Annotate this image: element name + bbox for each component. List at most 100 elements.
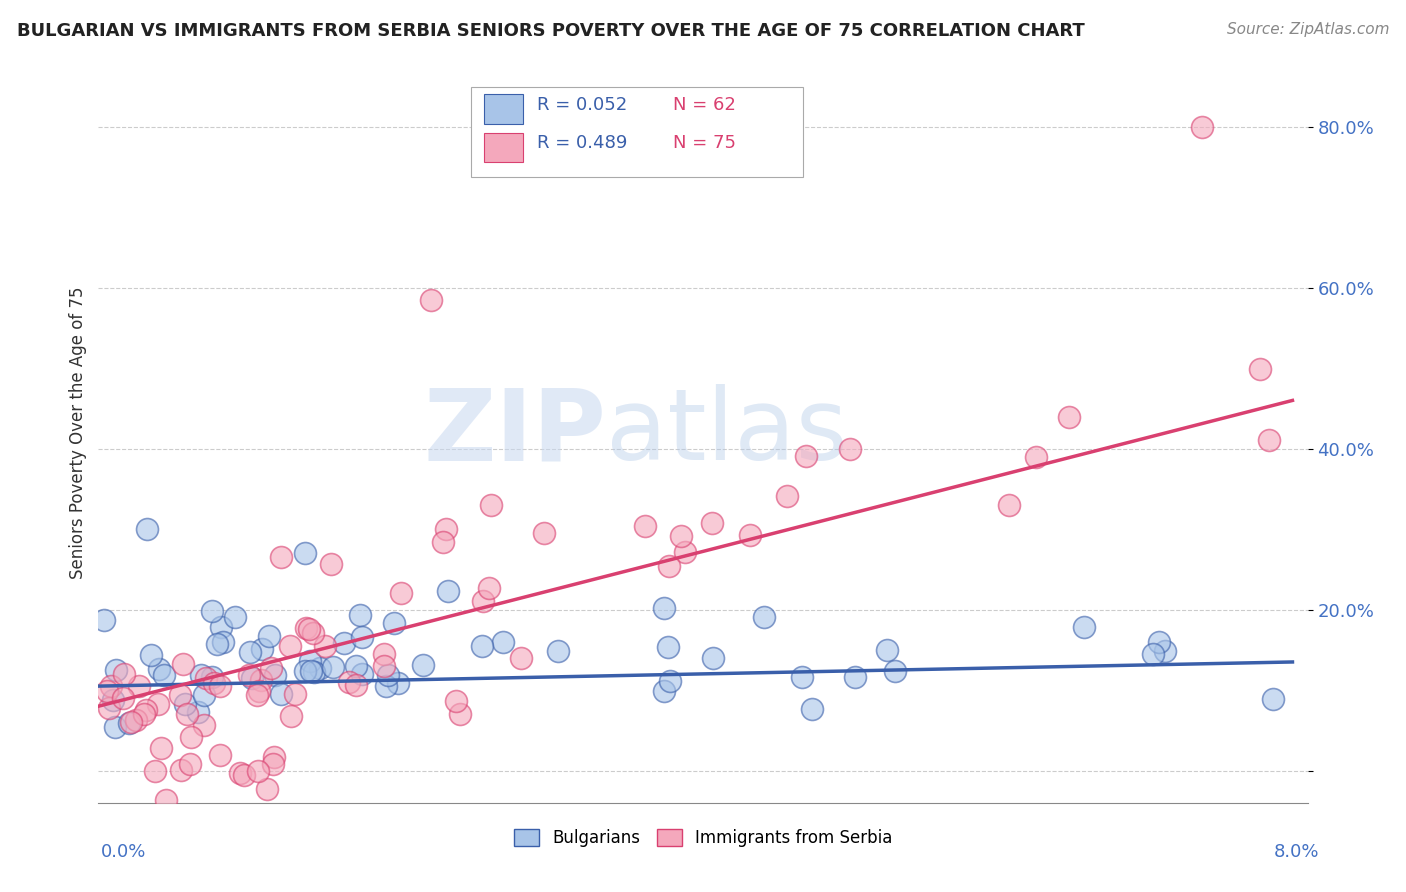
Point: [420, 293, 443, 307]
Point: [103, 692, 125, 706]
Point: [652, 683, 675, 698]
Point: [247, 764, 270, 778]
Point: [238, 667, 260, 681]
Point: [257, 629, 280, 643]
Point: [794, 449, 817, 463]
Point: [125, 713, 148, 727]
Point: [509, 651, 531, 665]
Point: [194, 671, 217, 685]
Point: [702, 650, 724, 665]
Point: [117, 716, 139, 731]
Point: [1249, 361, 1271, 376]
Point: [377, 668, 399, 682]
Point: [139, 648, 162, 662]
Point: [350, 630, 373, 644]
Point: [471, 640, 494, 654]
Point: [1025, 450, 1047, 464]
Point: [148, 662, 170, 676]
Point: [533, 526, 555, 541]
Point: [449, 706, 471, 721]
Point: [373, 647, 395, 661]
Point: [169, 688, 191, 702]
Point: [883, 664, 905, 678]
Point: [201, 670, 224, 684]
Point: [96, 684, 118, 698]
Point: [278, 639, 301, 653]
Point: [838, 442, 860, 456]
Point: [997, 498, 1019, 512]
Point: [658, 559, 681, 574]
Text: 0.0%: 0.0%: [101, 843, 146, 861]
Point: [233, 767, 256, 781]
Point: [702, 516, 724, 531]
Text: ZIP: ZIP: [423, 384, 606, 481]
Point: [301, 664, 323, 678]
Point: [183, 818, 205, 832]
Point: [302, 665, 325, 679]
Point: [1261, 692, 1284, 706]
Text: N = 75: N = 75: [672, 134, 735, 153]
Point: [738, 528, 761, 542]
Point: [155, 793, 177, 807]
Point: [135, 703, 157, 717]
Point: [314, 640, 336, 654]
Point: [1057, 410, 1080, 425]
Point: [209, 620, 232, 634]
Point: [98, 701, 121, 715]
Point: [187, 705, 209, 719]
Point: [547, 644, 569, 658]
Text: N = 62: N = 62: [672, 95, 735, 113]
Point: [176, 706, 198, 721]
Point: [256, 782, 278, 797]
Point: [135, 522, 157, 536]
Point: [337, 675, 360, 690]
FancyBboxPatch shape: [484, 133, 523, 162]
Point: [172, 657, 194, 672]
Text: Source: ZipAtlas.com: Source: ZipAtlas.com: [1226, 22, 1389, 37]
Point: [876, 642, 898, 657]
Point: [148, 697, 170, 711]
Point: [294, 664, 316, 678]
Point: [211, 634, 233, 648]
Point: [173, 697, 195, 711]
Point: [776, 489, 799, 503]
Point: [280, 708, 302, 723]
Point: [295, 621, 318, 635]
Point: [260, 661, 283, 675]
Point: [1149, 635, 1171, 649]
Point: [201, 604, 224, 618]
Point: [446, 694, 468, 708]
Point: [298, 622, 321, 636]
Text: 8.0%: 8.0%: [1274, 843, 1319, 861]
Point: [193, 688, 215, 702]
Point: [352, 667, 374, 681]
Point: [209, 747, 232, 762]
Point: [93, 613, 115, 627]
Point: [375, 679, 398, 693]
Point: [309, 661, 332, 675]
Point: [437, 584, 460, 599]
Point: [179, 756, 201, 771]
Point: [322, 660, 344, 674]
Point: [284, 687, 307, 701]
Legend: Bulgarians, Immigrants from Serbia: Bulgarians, Immigrants from Serbia: [508, 822, 898, 854]
Point: [143, 764, 166, 778]
Point: [1142, 648, 1164, 662]
Point: [382, 615, 405, 630]
Point: [349, 608, 371, 623]
FancyBboxPatch shape: [471, 87, 803, 178]
Point: [344, 678, 367, 692]
Point: [170, 763, 193, 777]
Point: [301, 626, 323, 640]
Point: [434, 522, 457, 536]
Point: [179, 731, 201, 745]
Point: [471, 594, 494, 608]
Point: [478, 582, 501, 596]
Point: [492, 635, 515, 649]
Point: [270, 687, 292, 701]
Point: [481, 498, 503, 512]
Point: [294, 546, 316, 560]
Point: [112, 666, 135, 681]
Point: [120, 715, 142, 730]
Point: [250, 673, 273, 687]
